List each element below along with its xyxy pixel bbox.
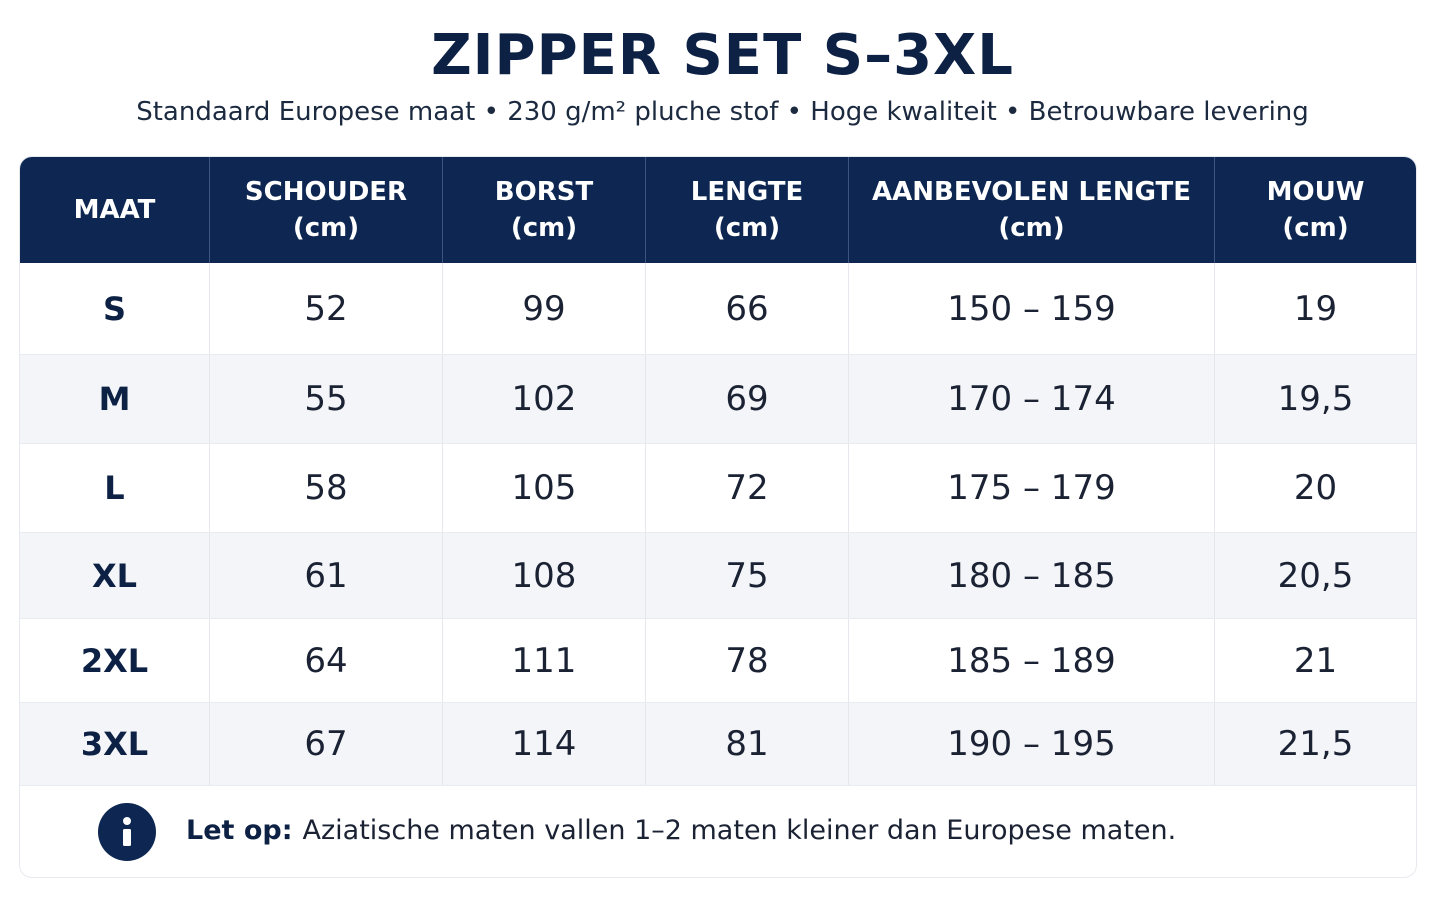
cell-mouw: 19 xyxy=(1293,288,1338,329)
cell-maat: S xyxy=(20,263,210,354)
header-borst: BORST (cm) xyxy=(443,157,646,263)
size-chart-card: MAAT SCHOUDER (cm) BORST (cm) LENGTE (cm… xyxy=(20,157,1416,877)
cell-maat: 2XL xyxy=(20,619,210,702)
header-label: MAAT xyxy=(73,195,156,225)
cell-aanbevolen-lengte: 150 – 159 xyxy=(849,263,1215,354)
note-label: Let op: xyxy=(186,815,293,846)
info-icon xyxy=(98,803,156,861)
cell-mouw: 21,5 xyxy=(1277,724,1354,764)
cell-schouder: 64 xyxy=(210,619,443,702)
cell-mouw: 20,5 xyxy=(1277,555,1354,596)
cell-borst: 102 xyxy=(443,355,646,443)
cell-schouder: 61 xyxy=(210,533,443,618)
cell-borst: 105 xyxy=(443,444,646,532)
cell-lengte: 75 xyxy=(646,533,849,618)
cell-mouw: 20 xyxy=(1293,468,1338,508)
cell-borst: 99 xyxy=(443,263,646,354)
table-row: M 55 102 69 170 – 174 19,5 xyxy=(20,355,1416,444)
table-header: MAAT SCHOUDER (cm) BORST (cm) LENGTE (cm… xyxy=(20,157,1416,263)
cell-lengte: 66 xyxy=(646,263,849,354)
cell-lengte: 69 xyxy=(646,355,849,443)
cell-borst: 114 xyxy=(443,703,646,785)
table-row: L 58 105 72 175 – 179 20 xyxy=(20,444,1416,533)
cell-mouw: 21 xyxy=(1293,640,1338,681)
header-label: SCHOUDER xyxy=(244,177,408,207)
header-schouder: SCHOUDER (cm) xyxy=(210,157,443,263)
table-row: S 52 99 66 150 – 159 19 xyxy=(20,263,1416,355)
cell-aanbevolen-lengte: 170 – 174 xyxy=(849,355,1215,443)
table-row: XL 61 108 75 180 – 185 20,5 xyxy=(20,533,1416,619)
size-note: Let op: Aziatische maten vallen 1–2 maten… xyxy=(20,787,1416,877)
header-label: BORST xyxy=(494,177,594,207)
cell-aanbevolen-lengte: 190 – 195 xyxy=(849,703,1215,785)
header-unit: (cm) xyxy=(713,213,781,243)
table-body: S 52 99 66 150 – 159 19 M 55 102 69 170 … xyxy=(20,263,1416,786)
header-label: LENGTE xyxy=(690,177,804,207)
header-unit: (cm) xyxy=(292,213,360,243)
cell-maat: M xyxy=(20,355,210,443)
header-unit: (cm) xyxy=(1282,213,1349,243)
cell-lengte: 81 xyxy=(646,703,849,785)
note-message: Aziatische maten vallen 1–2 maten kleine… xyxy=(302,815,1177,846)
cell-borst: 111 xyxy=(443,619,646,702)
cell-mouw: 19,5 xyxy=(1277,379,1354,419)
table-row: 2XL 64 111 78 185 – 189 21 xyxy=(20,619,1416,703)
cell-maat: L xyxy=(20,444,210,532)
note-text: Let op: Aziatische maten vallen 1–2 maten… xyxy=(186,813,1176,849)
page-title: ZIPPER SET S–3XL xyxy=(431,23,1014,88)
header-maat: MAAT xyxy=(20,157,210,263)
header-label: MOUW xyxy=(1266,177,1365,207)
page-subtitle: Standaard Europese maat • 230 g/m² pluch… xyxy=(136,97,1309,127)
cell-aanbevolen-lengte: 180 – 185 xyxy=(849,533,1215,618)
cell-maat: XL xyxy=(20,533,210,618)
header-aanbevolen-lengte: AANBEVOLEN LENGTE (cm) xyxy=(849,157,1215,263)
header-label: AANBEVOLEN LENGTE xyxy=(872,177,1191,207)
table-row: 3XL 67 114 81 190 – 195 21,5 xyxy=(20,703,1416,786)
cell-borst: 108 xyxy=(443,533,646,618)
cell-lengte: 78 xyxy=(646,619,849,702)
header-unit: (cm) xyxy=(998,213,1065,243)
cell-schouder: 67 xyxy=(210,703,443,785)
cell-schouder: 58 xyxy=(210,444,443,532)
header-unit: (cm) xyxy=(510,213,578,243)
cell-aanbevolen-lengte: 185 – 189 xyxy=(849,619,1215,702)
cell-lengte: 72 xyxy=(646,444,849,532)
header-lengte: LENGTE (cm) xyxy=(646,157,849,263)
cell-schouder: 55 xyxy=(210,355,443,443)
cell-maat: 3XL xyxy=(20,703,210,785)
cell-aanbevolen-lengte: 175 – 179 xyxy=(849,444,1215,532)
cell-schouder: 52 xyxy=(210,263,443,354)
header-mouw: MOUW (cm) xyxy=(1215,157,1416,263)
